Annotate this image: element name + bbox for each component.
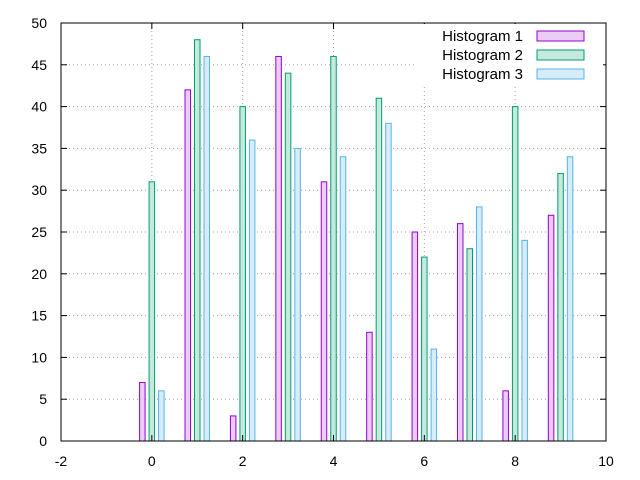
y-tick-label: 0 (39, 433, 47, 449)
x-tick-label: -2 (55, 453, 68, 469)
bar-series-3-x-2 (248, 139, 256, 442)
bar-series-3-x-5 (385, 122, 392, 442)
axis-layer: 0 5 10 15 20 25 30 35 40 45 50 -2 0 2 4 6 8 10 (31, 15, 614, 469)
bar-series-1-x-7 (457, 223, 464, 442)
legend-label-series-3: Histogram 3 (442, 66, 523, 83)
y-tick-label: 50 (31, 15, 47, 31)
bar-series-2-x-0 (148, 181, 156, 442)
legend-swatch-series-3 (536, 68, 585, 80)
x-tick-label: 0 (148, 453, 156, 469)
bar-series-3-x-9 (566, 156, 574, 442)
bar-series-1-x-9 (547, 214, 555, 442)
y-tick-label: 40 (31, 99, 47, 115)
bar-series-2-x-6 (421, 256, 428, 442)
y-tick-label: 10 (31, 349, 47, 365)
bar-series-3-x-8 (521, 239, 528, 442)
legend-swatch-series-1 (536, 30, 585, 42)
y-tick-label: 25 (31, 224, 47, 240)
bar-series-2-x-1 (194, 39, 201, 442)
bar-series-3-x-0 (158, 390, 165, 442)
y-tick-label: 15 (31, 308, 47, 324)
x-tick-label: 4 (330, 453, 338, 469)
legend-swatch-series-2 (536, 49, 585, 61)
bar-series-1-x-5 (366, 331, 373, 442)
y-tick-label: 35 (31, 140, 47, 156)
bar-series-2-x-8 (511, 106, 519, 442)
legend-label-series-1: Histogram 1 (442, 28, 523, 45)
bar-series-1-x-8 (502, 390, 509, 442)
bar-series-3-x-4 (339, 156, 347, 442)
bar-series-3-x-7 (476, 206, 483, 442)
y-tick-label: 5 (39, 391, 47, 407)
x-tick-label: 6 (420, 453, 428, 469)
x-tick-label: 8 (511, 453, 519, 469)
bar-series-2-x-3 (284, 72, 292, 442)
bar-series-3-x-6 (430, 348, 438, 442)
bar-series-3-x-1 (203, 55, 210, 442)
bar-series-2-x-2 (239, 106, 246, 442)
bar-series-3-x-3 (294, 147, 301, 442)
bar-series-1-x-4 (320, 181, 328, 442)
bars-layer (139, 39, 574, 442)
bar-series-1-x-1 (184, 89, 191, 442)
y-tick-label: 30 (31, 182, 47, 198)
legend-label-series-2: Histogram 2 (442, 47, 523, 64)
x-tick-label: 2 (239, 453, 247, 469)
bar-series-1-x-3 (275, 55, 282, 442)
bar-series-2-x-4 (330, 55, 337, 442)
bar-series-1-x-2 (229, 415, 237, 442)
bar-series-2-x-5 (375, 97, 383, 442)
y-tick-label: 45 (31, 57, 47, 73)
bar-series-1-x-6 (411, 231, 419, 442)
bar-series-2-x-9 (557, 172, 564, 442)
bar-series-2-x-7 (466, 248, 473, 442)
x-tick-label: 10 (598, 453, 614, 469)
legend: Histogram 1 Histogram 2 Histogram 3 (415, 24, 603, 84)
y-tick-label: 20 (31, 266, 47, 282)
bar-series-1-x-0 (139, 381, 146, 442)
